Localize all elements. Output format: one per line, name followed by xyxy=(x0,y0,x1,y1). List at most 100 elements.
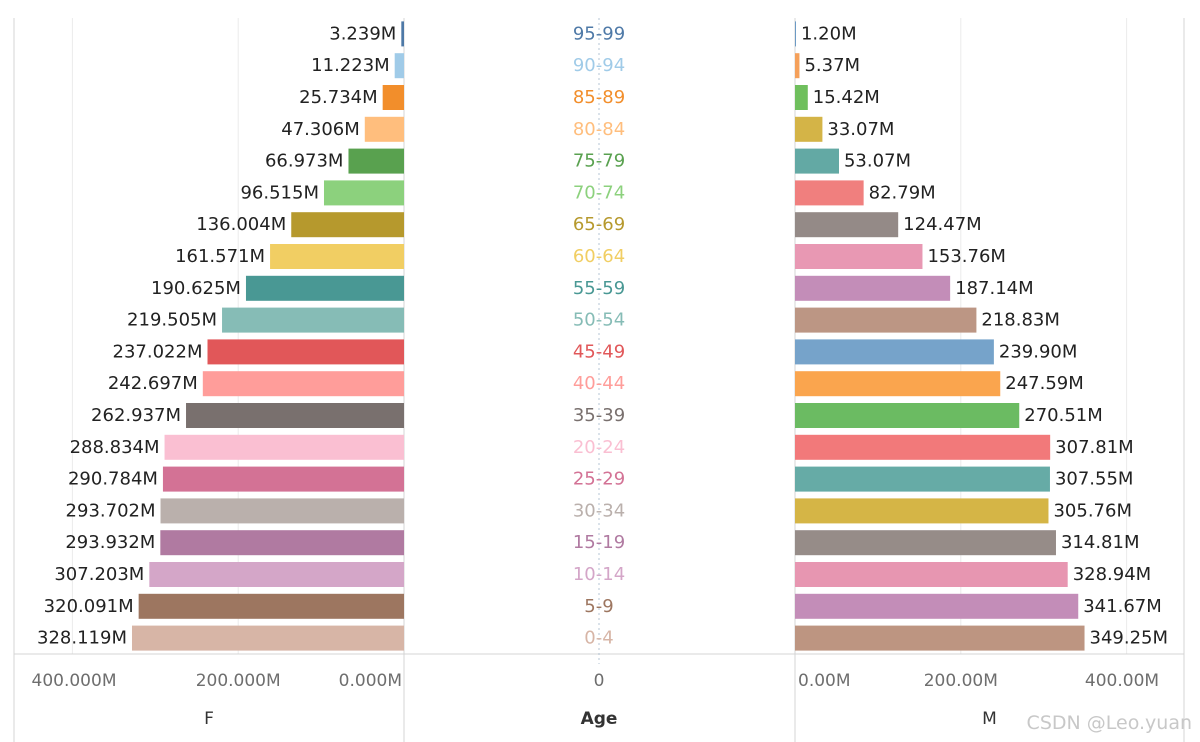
male-bar-80-84 xyxy=(795,116,823,142)
male-bar-35-39 xyxy=(795,403,1020,428)
female-bar-10-14 xyxy=(149,562,404,587)
female-bar-40-44 xyxy=(202,371,404,397)
left-tick-label-1: 200.000M xyxy=(196,671,281,691)
female-label-10-14: 307.203M xyxy=(54,564,144,585)
female-bar-50-54 xyxy=(222,307,404,333)
male-bar-90-94 xyxy=(795,53,800,79)
male-label-35-39: 270.51M xyxy=(1024,405,1103,426)
female-label-20-24: 288.834M xyxy=(70,437,160,458)
male-label-50-54: 218.83M xyxy=(981,310,1060,331)
age-label-40-44: 40-44 xyxy=(573,373,625,394)
male-label-30-34: 305.76M xyxy=(1053,500,1132,521)
female-bar-45-49 xyxy=(207,339,404,365)
female-bar-55-59 xyxy=(245,275,404,301)
female-label-90-94: 11.223M xyxy=(311,55,390,76)
female-label-50-54: 219.505M xyxy=(127,310,217,331)
age-label-25-29: 25-29 xyxy=(573,469,625,490)
male-bar-20-24 xyxy=(795,434,1051,460)
age-label-90-94: 90-94 xyxy=(573,55,625,76)
female-bar-95-99 xyxy=(401,21,404,47)
female-label-40-44: 242.697M xyxy=(108,373,198,394)
male-label-55-59: 187.14M xyxy=(955,278,1034,299)
male-bar-60-64 xyxy=(795,244,923,269)
male-bar-40-44 xyxy=(795,371,1001,397)
age-label-0-4: 0-4 xyxy=(584,628,613,649)
age-label-70-74: 70-74 xyxy=(573,182,625,203)
male-label-45-49: 239.90M xyxy=(999,341,1078,362)
age-label-55-59: 55-59 xyxy=(573,278,625,299)
watermark: CSDN @Leo.yuan xyxy=(1026,712,1192,734)
age-label-65-69: 65-69 xyxy=(573,214,625,235)
age-label-45-49: 45-49 xyxy=(573,341,625,362)
female-label-55-59: 190.625M xyxy=(151,278,241,299)
male-bar-75-79 xyxy=(795,148,839,174)
male-label-95-99: 1.20M xyxy=(801,23,857,44)
age-label-5-9: 5-9 xyxy=(584,596,613,617)
female-label-0-4: 328.119M xyxy=(37,628,127,649)
age-label-75-79: 75-79 xyxy=(573,151,625,172)
female-bar-15-19 xyxy=(160,530,404,556)
male-label-60-64: 153.76M xyxy=(927,246,1006,267)
female-bar-75-79 xyxy=(348,148,404,174)
female-label-45-49: 237.022M xyxy=(113,341,203,362)
age-label-60-64: 60-64 xyxy=(573,246,625,267)
female-bar-0-4 xyxy=(131,625,404,651)
female-label-15-19: 293.932M xyxy=(65,532,155,553)
age-label-50-54: 50-54 xyxy=(573,310,625,331)
female-bar-30-34 xyxy=(160,498,404,524)
female-bar-70-74 xyxy=(323,180,404,206)
right-tick-label-2: 400.00M xyxy=(1085,671,1159,691)
age-label-10-14: 10-14 xyxy=(573,564,625,585)
age-label-85-89: 85-89 xyxy=(573,87,625,108)
male-label-65-69: 124.47M xyxy=(903,214,982,235)
right-axis-title: M xyxy=(982,709,997,729)
female-label-35-39: 262.937M xyxy=(91,405,181,426)
male-bar-10-14 xyxy=(795,562,1068,587)
male-label-70-74: 82.79M xyxy=(869,182,936,203)
female-label-5-9: 320.091M xyxy=(44,596,134,617)
middle-tick-label-0: 0 xyxy=(594,671,605,691)
male-label-80-84: 33.07M xyxy=(827,119,894,140)
male-label-75-79: 53.07M xyxy=(844,151,911,172)
female-bar-5-9 xyxy=(138,593,404,619)
male-bar-25-29 xyxy=(795,466,1050,492)
male-label-20-24: 307.81M xyxy=(1055,437,1134,458)
male-label-25-29: 307.55M xyxy=(1055,469,1134,490)
female-bar-65-69 xyxy=(291,212,404,238)
left-axis-title: F xyxy=(204,709,214,729)
middle-axis-title: Age xyxy=(581,709,618,729)
male-bar-5-9 xyxy=(795,593,1079,619)
age-label-20-24: 20-24 xyxy=(573,437,625,458)
female-bar-85-89 xyxy=(382,85,404,110)
female-label-80-84: 47.306M xyxy=(281,119,360,140)
male-bar-70-74 xyxy=(795,180,864,206)
male-bar-65-69 xyxy=(795,212,899,238)
age-label-95-99: 95-99 xyxy=(573,23,625,44)
female-label-60-64: 161.571M xyxy=(175,246,265,267)
female-bar-90-94 xyxy=(394,53,404,79)
female-bar-35-39 xyxy=(186,403,404,428)
female-bar-80-84 xyxy=(364,116,404,142)
female-label-95-99: 3.239M xyxy=(329,23,396,44)
male-label-90-94: 5.37M xyxy=(804,55,860,76)
female-label-75-79: 66.973M xyxy=(265,151,344,172)
female-bar-60-64 xyxy=(270,244,404,269)
male-bar-15-19 xyxy=(795,530,1056,556)
right-tick-label-1: 200.00M xyxy=(924,671,998,691)
male-bar-45-49 xyxy=(795,339,994,365)
age-label-30-34: 30-34 xyxy=(573,500,625,521)
female-bar-20-24 xyxy=(164,434,404,460)
female-label-30-34: 293.702M xyxy=(66,500,156,521)
male-bar-0-4 xyxy=(795,625,1085,651)
male-label-0-4: 349.25M xyxy=(1090,628,1169,649)
female-label-65-69: 136.004M xyxy=(196,214,286,235)
male-bar-85-89 xyxy=(795,85,808,110)
female-label-85-89: 25.734M xyxy=(299,87,378,108)
female-label-25-29: 290.784M xyxy=(68,469,158,490)
age-label-80-84: 80-84 xyxy=(573,119,625,140)
age-label-15-19: 15-19 xyxy=(573,532,625,553)
left-tick-label-2: 0.000M xyxy=(339,671,402,691)
male-bar-30-34 xyxy=(795,498,1049,524)
